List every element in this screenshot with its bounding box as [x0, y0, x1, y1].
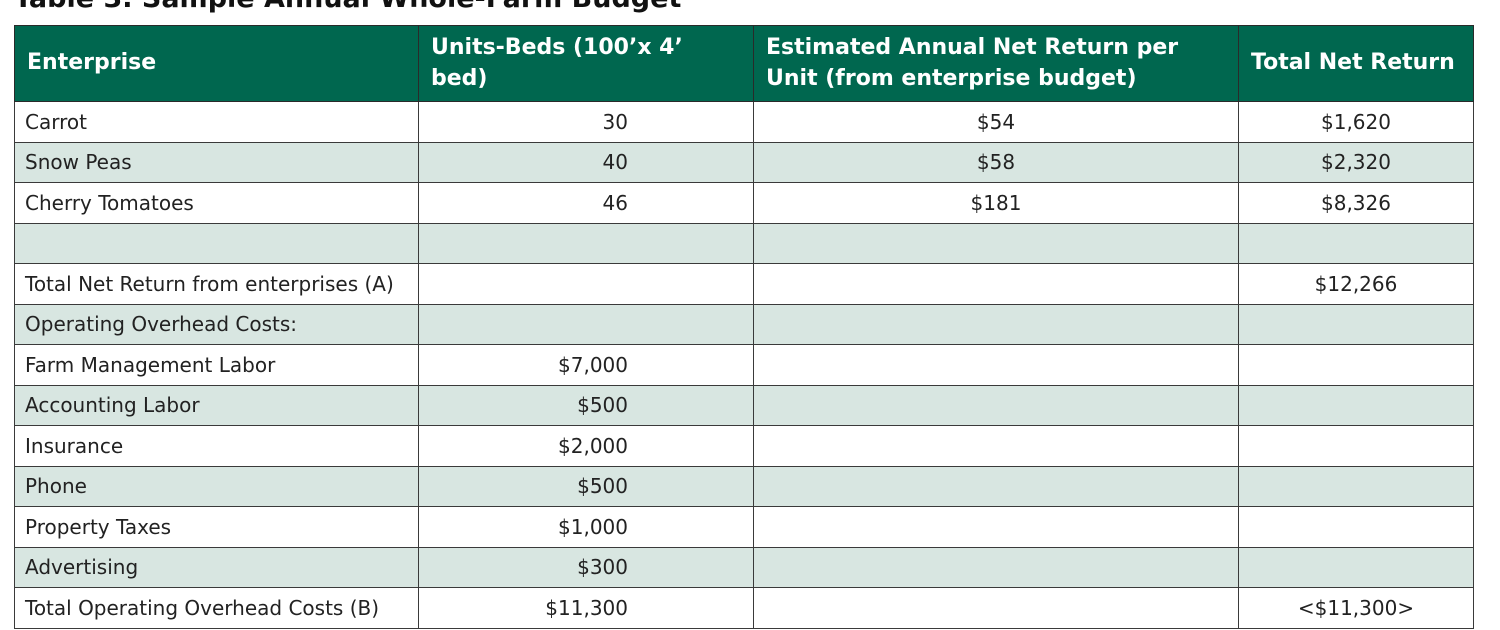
table-cell: $11,300 — [418, 587, 754, 629]
table-cell — [753, 546, 1239, 588]
table-cell: Advertising — [14, 546, 419, 588]
header-row: Enterprise Units-Beds (100’x 4’ bed) Estim… — [14, 25, 1474, 102]
table-row: Operating Overhead Costs: — [14, 303, 1474, 345]
table-body: Carrot 30 $54 $1,620 Snow Peas 40 $58 $2,320 Che… — [14, 101, 1474, 629]
table-cell: Accounting Labor — [14, 384, 419, 426]
table-cell — [753, 587, 1239, 629]
table-cell — [753, 263, 1239, 305]
table-row: Farm Management Labor $7,000 — [14, 344, 1474, 386]
table-row: Advertising $300 — [14, 546, 1474, 588]
table-cell — [1238, 384, 1474, 426]
table-cell: Total Operating Overhead Costs (B) — [14, 587, 419, 629]
table-cell: Snow Peas — [14, 141, 419, 183]
table-cell: Operating Overhead Costs: — [14, 303, 419, 345]
table-cell: $54 — [753, 101, 1239, 143]
budget-table: Enterprise Units-Beds (100’x 4’ bed) Estim… — [14, 25, 1474, 629]
table-cell: Farm Management Labor — [14, 344, 419, 386]
header-cell: Estimated Annual Net Return per Unit (fr… — [753, 25, 1239, 102]
table-row: Total Net Return from enterprises (A) $12… — [14, 263, 1474, 305]
table-cell: Total Net Return from enterprises (A) — [14, 263, 419, 305]
header-cell: Enterprise — [14, 25, 419, 102]
table-cell: $181 — [753, 182, 1239, 224]
table-cell — [753, 303, 1239, 345]
table-cell: $500 — [418, 384, 754, 426]
table-cell — [14, 222, 419, 264]
table-row: Phone $500 — [14, 465, 1474, 507]
table-cell — [753, 425, 1239, 467]
table-cell: $8,326 — [1238, 182, 1474, 224]
table-cell — [1238, 546, 1474, 588]
table-cell: $1,000 — [418, 506, 754, 548]
table-cell — [753, 344, 1239, 386]
table-row: Snow Peas 40 $58 $2,320 — [14, 141, 1474, 183]
table-cell — [1238, 344, 1474, 386]
table-cell: Property Taxes — [14, 506, 419, 548]
table-cell: 30 — [418, 101, 754, 143]
table-row: Accounting Labor $500 — [14, 384, 1474, 426]
table-cell — [1238, 222, 1474, 264]
table-cell — [1238, 465, 1474, 507]
table-title: Table 3. Sample Annual Whole-Farm Budget — [14, 0, 681, 14]
table-cell: $500 — [418, 465, 754, 507]
table-cell — [753, 506, 1239, 548]
table-row: Insurance $2,000 — [14, 425, 1474, 467]
table-row — [14, 222, 1474, 264]
table-cell: $12,266 — [1238, 263, 1474, 305]
table-cell: Carrot — [14, 101, 419, 143]
table-cell: $1,620 — [1238, 101, 1474, 143]
table-cell: $7,000 — [418, 344, 754, 386]
table-row: Total Operating Overhead Costs (B) $11,30… — [14, 587, 1474, 629]
table-row: Cherry Tomatoes 46 $181 $8,326 — [14, 182, 1474, 224]
table-cell — [753, 384, 1239, 426]
table-cell: Insurance — [14, 425, 419, 467]
table-cell: 40 — [418, 141, 754, 183]
table-cell — [753, 222, 1239, 264]
table-row: Carrot 30 $54 $1,620 — [14, 101, 1474, 143]
table-row: Property Taxes $1,000 — [14, 506, 1474, 548]
table-cell — [418, 303, 754, 345]
table-cell — [418, 263, 754, 305]
table-cell: $300 — [418, 546, 754, 588]
table-cell — [1238, 303, 1474, 345]
table-cell: $2,000 — [418, 425, 754, 467]
table-cell — [1238, 425, 1474, 467]
table-cell — [1238, 506, 1474, 548]
header-cell: Total Net Return — [1238, 25, 1474, 102]
table-cell: Phone — [14, 465, 419, 507]
table-cell: $2,320 — [1238, 141, 1474, 183]
table-cell — [753, 465, 1239, 507]
table-cell — [418, 222, 754, 264]
table-cell: <$11,300> — [1238, 587, 1474, 629]
table-cell: 46 — [418, 182, 754, 224]
table-cell: $58 — [753, 141, 1239, 183]
header-cell: Units-Beds (100’x 4’ bed) — [418, 25, 754, 102]
table-cell: Cherry Tomatoes — [14, 182, 419, 224]
